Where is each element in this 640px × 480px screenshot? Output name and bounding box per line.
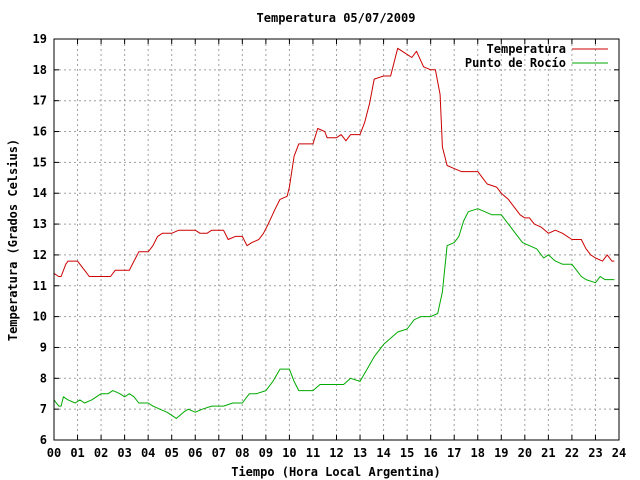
x-axis-label: Tiempo (Hora Local Argentina) xyxy=(231,465,441,479)
x-tick-label: 16 xyxy=(423,446,437,460)
x-tick-label: 20 xyxy=(518,446,532,460)
y-axis-label: Temperatura (Grados Celsius) xyxy=(6,139,20,341)
x-tick-label: 00 xyxy=(47,446,61,460)
x-tick-label: 14 xyxy=(376,446,390,460)
y-tick-label: 16 xyxy=(33,125,47,139)
x-tick-label: 13 xyxy=(353,446,367,460)
x-tick-label: 08 xyxy=(235,446,249,460)
series-line-temperatura xyxy=(53,47,615,277)
y-tick-label: 6 xyxy=(40,433,47,447)
y-tick-label: 9 xyxy=(40,340,47,354)
x-tick-label: 04 xyxy=(141,446,155,460)
x-tick-label: 23 xyxy=(588,446,602,460)
x-tick-label: 10 xyxy=(282,446,296,460)
x-tick-label: 09 xyxy=(259,446,273,460)
x-axis-ticks: 00 01 02 03 04 05 06 07 08 09 10 11 12 13 14 15 16 17 18 19… xyxy=(47,39,626,460)
y-tick-label: 10 xyxy=(33,310,47,324)
x-tick-label: 11 xyxy=(306,446,320,460)
x-tick-label: 03 xyxy=(117,446,131,460)
x-tick-label: 07 xyxy=(212,446,226,460)
series-line-punto-de-rocio xyxy=(53,208,615,419)
y-tick-label: 7 xyxy=(40,402,47,416)
y-tick-label: 13 xyxy=(33,217,47,231)
y-tick-label: 19 xyxy=(33,32,47,46)
x-tick-label: 19 xyxy=(494,446,508,460)
x-tick-label: 05 xyxy=(164,446,178,460)
y-tick-label: 14 xyxy=(33,186,47,200)
y-tick-label: 15 xyxy=(33,155,47,169)
x-tick-label: 18 xyxy=(471,446,485,460)
x-tick-label: 21 xyxy=(541,446,555,460)
legend-label: Punto de Rocío xyxy=(465,56,566,70)
x-tick-label: 06 xyxy=(188,446,202,460)
x-tick-label: 24 xyxy=(612,446,626,460)
grid-lines xyxy=(54,39,619,440)
x-tick-label: 17 xyxy=(447,446,461,460)
x-tick-label: 15 xyxy=(400,446,414,460)
y-tick-label: 17 xyxy=(33,94,47,108)
x-tick-label: 12 xyxy=(329,446,343,460)
y-tick-label: 18 xyxy=(33,63,47,77)
x-tick-label: 01 xyxy=(70,446,84,460)
series-layer xyxy=(53,47,615,419)
legend-label: Temperatura xyxy=(487,42,566,56)
y-tick-label: 11 xyxy=(33,279,47,293)
y-axis-ticks: 6 7 8 9 10 11 12 13 14 15 16 17 18 19 xyxy=(33,32,619,447)
x-tick-label: 22 xyxy=(565,446,579,460)
x-tick-label: 02 xyxy=(94,446,108,460)
chart-title: Temperatura 05/07/2009 xyxy=(257,11,416,25)
y-tick-label: 12 xyxy=(33,248,47,262)
y-tick-label: 8 xyxy=(40,371,47,385)
